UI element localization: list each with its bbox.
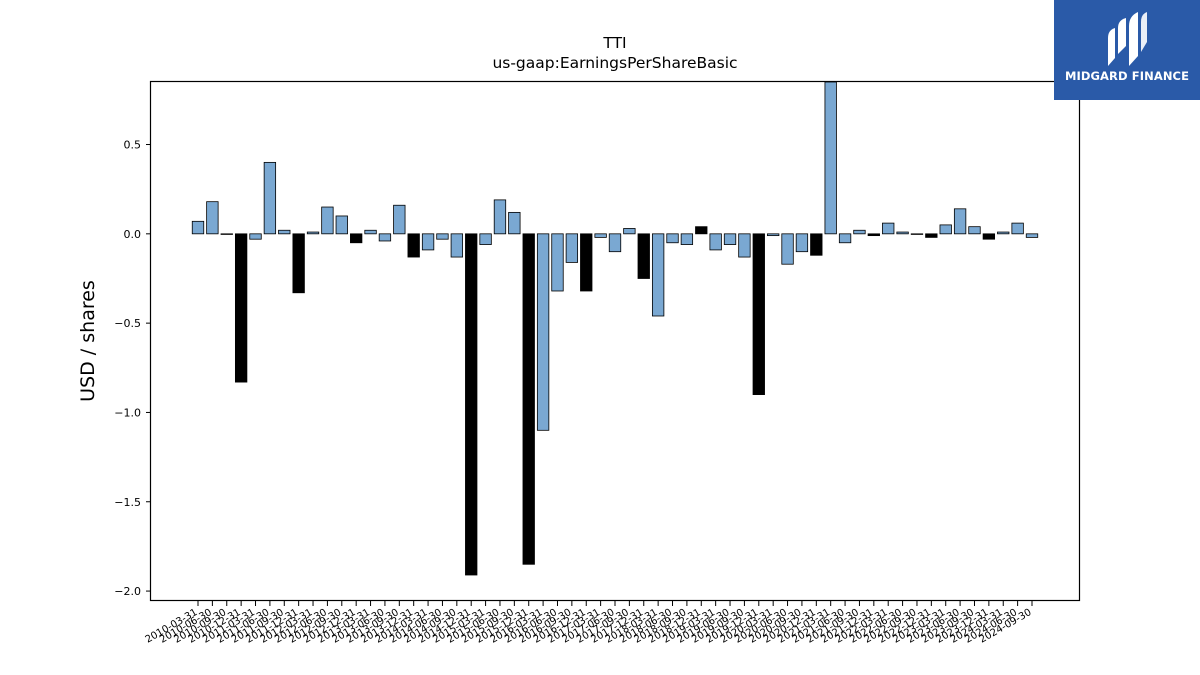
bar-2024-03-31 xyxy=(997,231,1010,235)
chart-subtitle: us-gaap:EarningsPerShareBasic xyxy=(492,54,737,72)
bar-2014-12-31 xyxy=(465,233,478,576)
bar-2023-09-30 xyxy=(968,226,981,235)
bar-2016-06-30 xyxy=(551,233,564,292)
x-axis: 2010-03-312010-06-302010-09-302010-12-31… xyxy=(144,600,1034,646)
bar-2021-12-31 xyxy=(867,233,880,237)
bar-2022-06-30 xyxy=(896,231,909,235)
bar-2016-12-31 xyxy=(580,233,593,292)
bar-2010-12-31 xyxy=(234,233,248,383)
bar-2022-12-31 xyxy=(925,233,938,238)
bar-2013-06-30 xyxy=(378,233,392,242)
bar-2011-03-31 xyxy=(249,233,262,240)
bar-2016-03-31 xyxy=(536,233,550,431)
bar-2012-09-30 xyxy=(335,215,348,235)
bar-2021-06-30 xyxy=(838,233,852,244)
company-logo: MIDGARD FINANCE xyxy=(1054,0,1200,100)
bar-2020-12-31 xyxy=(810,233,823,256)
bar-2014-06-30 xyxy=(436,233,449,240)
bar-2012-12-31 xyxy=(350,233,363,244)
logo-text: MIDGARD FINANCE xyxy=(1064,69,1190,83)
bar-2018-09-30 xyxy=(680,233,694,245)
bar-2024-09-30 xyxy=(1025,233,1039,238)
y-tick-label: −2.0 xyxy=(114,585,141,598)
bar-2019-12-31 xyxy=(752,233,765,395)
bar-2015-03-31 xyxy=(479,233,492,245)
bar-2023-06-30 xyxy=(953,208,967,235)
y-tick-label: −1.0 xyxy=(114,406,141,419)
bar-2015-09-30 xyxy=(508,211,521,235)
bar-2014-03-31 xyxy=(421,233,435,251)
y-axis-label: USD / shares xyxy=(77,280,99,402)
bar-2019-09-30 xyxy=(738,233,751,258)
bar-2010-03-31 xyxy=(191,220,205,235)
chart-title: TTI xyxy=(602,34,626,52)
bar-2021-09-30 xyxy=(853,229,866,235)
bar-2011-09-30 xyxy=(278,229,291,235)
bar-2020-03-31 xyxy=(767,233,780,237)
plot-frame xyxy=(149,80,1081,602)
bar-2012-03-31 xyxy=(306,231,320,235)
bar-2013-03-31 xyxy=(364,229,377,235)
bar-2024-06-30 xyxy=(1011,222,1024,235)
bar-2010-09-30 xyxy=(220,233,233,235)
bar-2011-12-31 xyxy=(292,233,305,294)
y-tick-label: 0.5 xyxy=(124,139,142,152)
bar-2023-12-31 xyxy=(982,233,996,240)
bar-2013-09-30 xyxy=(393,204,406,235)
bar-2022-09-30 xyxy=(910,233,924,235)
bar-2022-03-31 xyxy=(882,222,895,235)
y-tick-label: 0.0 xyxy=(124,228,142,241)
bar-2020-09-30 xyxy=(795,233,809,253)
bar-2018-12-31 xyxy=(695,226,708,235)
bar-2020-06-30 xyxy=(781,233,794,265)
y-tick-label: −0.5 xyxy=(114,317,141,330)
bar-2017-03-31 xyxy=(594,233,607,238)
bar-2019-03-31 xyxy=(709,233,722,251)
bar-2017-06-30 xyxy=(608,233,622,253)
bar-2019-06-30 xyxy=(723,233,737,245)
y-tick-label: −1.5 xyxy=(114,496,141,509)
bar-2012-06-30 xyxy=(321,206,334,235)
bar-2017-09-30 xyxy=(623,228,636,235)
bar-2011-06-30 xyxy=(263,161,277,235)
bars xyxy=(191,81,1039,576)
bar-2015-06-30 xyxy=(493,199,507,235)
bar-2018-03-31 xyxy=(651,233,665,317)
bar-2021-03-31 xyxy=(824,81,837,235)
bar-2016-09-30 xyxy=(565,233,579,263)
bar-2023-03-31 xyxy=(939,224,952,235)
bar-2010-06-30 xyxy=(206,201,219,235)
bar-2018-06-30 xyxy=(666,233,679,244)
bar-2015-12-31 xyxy=(522,233,535,565)
bar-2013-12-31 xyxy=(407,233,420,258)
y-axis: 0.5 0.0 −0.5 −1.0 −1.5 −2.0 xyxy=(114,139,151,598)
bar-2017-12-31 xyxy=(637,233,650,279)
logo-mark-icon xyxy=(1108,12,1147,66)
bar-2014-09-30 xyxy=(450,233,463,258)
